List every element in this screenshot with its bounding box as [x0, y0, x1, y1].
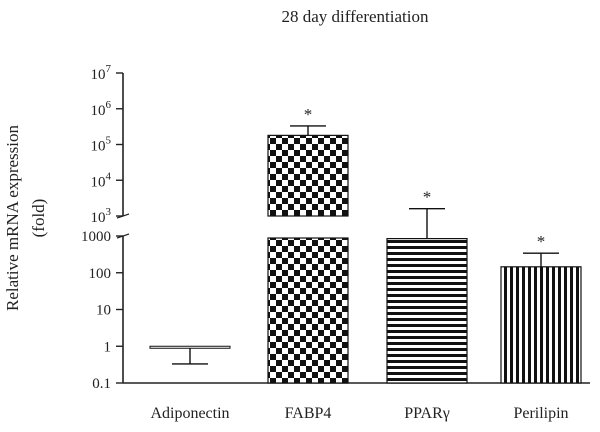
y-axis-label-line1: Relative mRNA expression: [3, 124, 22, 311]
significance-marker: *: [423, 188, 432, 207]
y-tick-label: 105: [91, 135, 112, 155]
y-tick-label: 106: [91, 99, 112, 119]
y-tick-label: 10: [96, 303, 111, 319]
y-tick-label: 1000: [81, 229, 111, 245]
significance-marker: *: [304, 105, 313, 124]
x-tick-label: Perilipin: [513, 405, 568, 422]
x-tick-label: Adiponectin: [150, 405, 229, 422]
bars: [149, 125, 582, 384]
y-tick-label: 107: [91, 63, 112, 83]
y-tick-label: 1: [104, 339, 112, 355]
y-tick-label: 100: [89, 266, 112, 282]
chart-title: 28 day differentiation: [282, 7, 429, 26]
y-tick-label: 0.1: [92, 376, 111, 392]
bar: [267, 237, 349, 384]
x-tick-label: FABP4: [285, 405, 332, 422]
y-axis-label-line2: (fold): [29, 199, 48, 238]
x-tick-label: PPARγ: [404, 405, 450, 422]
bar: [500, 266, 582, 384]
y-tick-label: 104: [91, 170, 112, 190]
labels: 0.1 1 10 100 1000 103 104 105 106 107 Adiponectin *…: [81, 63, 569, 422]
axes: [116, 72, 590, 384]
y-tick-label: 103: [91, 206, 112, 226]
bar: [386, 237, 468, 384]
significance-marker: *: [537, 232, 546, 251]
bar: [267, 134, 349, 217]
